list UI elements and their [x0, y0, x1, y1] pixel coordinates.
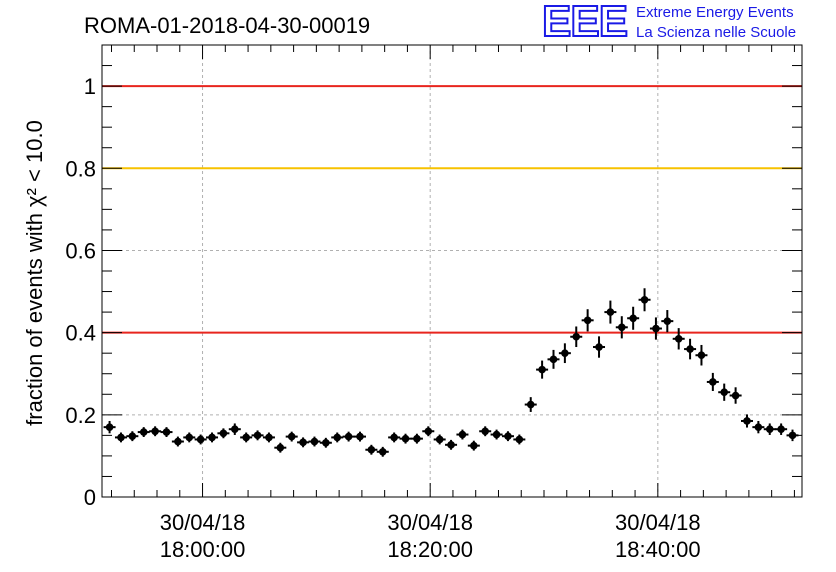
- eee-logo: EEE Extreme Energy Events La Scienza nel…: [541, 0, 832, 46]
- y-tick-label: 0.8: [65, 156, 96, 181]
- data-point: [128, 432, 137, 440]
- data-point: [174, 437, 182, 446]
- data-point: [105, 423, 114, 431]
- data-point: [595, 343, 603, 351]
- data-point: [265, 433, 273, 442]
- data-point: [538, 365, 546, 374]
- chart-title: ROMA-01-2018-04-30-00019: [84, 13, 370, 38]
- x-tick-label-date: 30/04/18: [387, 510, 473, 535]
- data-point: [276, 443, 285, 452]
- data-point: [219, 429, 228, 438]
- y-tick-label: 0.2: [65, 403, 96, 428]
- data-point: [196, 435, 205, 444]
- data-point: [458, 430, 467, 439]
- data-point: [378, 448, 387, 456]
- data-point: [344, 432, 353, 441]
- data-point: [299, 438, 307, 447]
- data-point: [185, 433, 194, 442]
- data-point: [435, 435, 444, 444]
- data-point: [310, 437, 319, 446]
- data-point: [367, 445, 376, 454]
- x-tick-label-date: 30/04/18: [160, 510, 246, 535]
- x-tick-label-time: 18:40:00: [615, 537, 701, 562]
- data-point: [788, 431, 797, 440]
- data-point: [242, 433, 250, 442]
- data-point: [390, 433, 398, 442]
- data-point: [504, 432, 512, 440]
- data-point: [333, 433, 342, 442]
- data-point: [743, 417, 751, 425]
- data-point: [561, 349, 569, 357]
- data-point: [447, 441, 455, 449]
- data-point: [765, 425, 774, 434]
- data-point: [617, 323, 626, 332]
- data-point: [640, 295, 649, 304]
- data-point: [139, 428, 148, 436]
- y-tick-label: 0.6: [65, 238, 96, 263]
- data-point: [287, 432, 296, 441]
- logo-text-line2: La Scienza nelle Scuole: [636, 24, 797, 41]
- data-point: [754, 423, 763, 431]
- y-tick-label: 0: [84, 485, 96, 510]
- data-point: [663, 317, 672, 325]
- data-point: [117, 433, 125, 442]
- data-point: [162, 428, 171, 436]
- data-point: [208, 433, 216, 442]
- data-point: [549, 355, 558, 364]
- data-point: [481, 427, 489, 436]
- data-point: [709, 378, 717, 386]
- data-point: [606, 308, 615, 316]
- data-point: [322, 438, 330, 447]
- data-point: [515, 435, 524, 444]
- data-point: [470, 441, 478, 450]
- data-point: [731, 391, 740, 400]
- data-point: [583, 316, 592, 325]
- eee-logo-letters: EEE: [541, 0, 629, 46]
- data-point: [230, 425, 239, 434]
- data-point: [356, 432, 364, 441]
- data-point: [492, 430, 501, 439]
- x-tick-label-time: 18:00:00: [160, 537, 246, 562]
- data-point: [686, 345, 694, 353]
- data-point: [413, 434, 421, 443]
- x-tick-label-date: 30/04/18: [615, 510, 701, 535]
- plot-frame: [101, 44, 803, 498]
- data-point: [253, 431, 262, 440]
- data-point: [777, 425, 785, 434]
- data-point: [652, 324, 660, 333]
- data-point: [424, 427, 433, 436]
- logo-text-line1: Extreme Energy Events: [636, 4, 794, 21]
- data-point: [572, 332, 581, 341]
- x-tick-label-time: 18:20:00: [387, 537, 473, 562]
- y-tick-label: 0.4: [65, 321, 96, 346]
- data-point: [151, 427, 159, 436]
- data-point: [674, 335, 683, 343]
- data-point: [526, 400, 535, 409]
- data-point: [720, 388, 729, 397]
- data-point: [629, 314, 637, 323]
- y-axis-label: fraction of events with χ² < 10.0: [22, 120, 47, 426]
- data-point: [401, 434, 410, 443]
- y-tick-label: 1: [84, 74, 96, 99]
- data-point: [697, 351, 706, 360]
